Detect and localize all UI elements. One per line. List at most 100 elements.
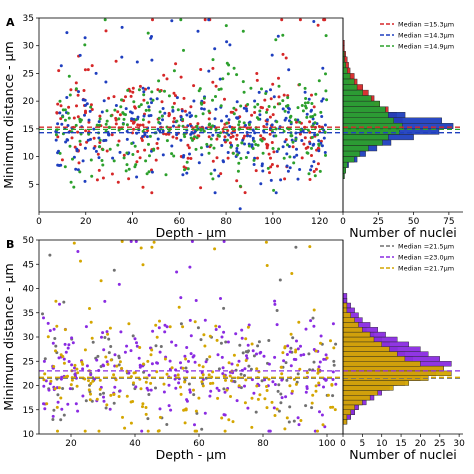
scatter-point <box>252 391 256 395</box>
scatter-point <box>246 103 250 106</box>
scatter-point <box>307 172 311 176</box>
scatter-point <box>84 129 88 133</box>
scatter-point <box>202 333 206 337</box>
scatter-point <box>189 352 193 356</box>
scatter-point <box>205 142 209 146</box>
scatter-point <box>288 350 292 354</box>
scatter-point <box>317 79 321 83</box>
scatter-point <box>267 152 271 156</box>
scatter-point <box>331 394 335 398</box>
scatter-point <box>167 132 171 136</box>
scatter-point <box>277 409 281 413</box>
scatter-point <box>59 117 63 121</box>
scatter-point <box>311 316 315 320</box>
scatter-point <box>77 161 81 165</box>
scatter-point <box>304 327 308 331</box>
scatter-point <box>52 327 56 331</box>
scatter-point <box>125 344 129 348</box>
scatter-point <box>81 362 85 366</box>
scatter-point <box>265 142 269 146</box>
scatter-point <box>67 360 71 363</box>
scatter-point <box>146 429 150 433</box>
scatter-point <box>102 348 106 352</box>
scatter-point <box>225 40 229 44</box>
scatter-point <box>250 143 254 147</box>
scatter-point <box>227 418 231 422</box>
scatter-point <box>212 146 216 150</box>
scatter-point <box>56 429 59 433</box>
scatter-point <box>235 100 239 104</box>
scatter-point <box>75 384 79 388</box>
scatter-point <box>89 320 93 324</box>
hist-x-tick-label: 0 <box>340 439 346 449</box>
scatter-point <box>174 62 178 66</box>
scatter-point <box>211 98 214 102</box>
scatter-point <box>48 382 52 386</box>
scatter-point <box>98 114 102 118</box>
scatter-point <box>61 355 65 358</box>
scatter-point <box>138 156 142 160</box>
scatter-point <box>179 392 183 396</box>
scatter-point <box>75 104 78 108</box>
scatter-point <box>314 384 318 388</box>
scatter-point <box>143 133 147 137</box>
scatter-point <box>256 156 259 160</box>
scatter-point <box>305 115 309 119</box>
legend-entry: Median =15.3µm <box>398 20 454 28</box>
scatter-point <box>312 170 316 173</box>
scatter-point <box>321 423 325 427</box>
scatter-point <box>139 103 143 107</box>
scatter-point <box>102 364 106 368</box>
scatter-point <box>74 167 78 171</box>
scatter-point <box>60 375 64 379</box>
scatter-point <box>74 123 78 127</box>
scatter-point <box>63 108 67 112</box>
scatter-point <box>159 345 163 348</box>
scatter-point <box>156 88 160 92</box>
scatter-point <box>308 120 312 124</box>
scatter-point <box>87 132 91 136</box>
scatter-point <box>244 359 248 362</box>
scatter-point <box>55 405 59 409</box>
scatter-point <box>66 124 70 127</box>
scatter-point <box>163 89 166 93</box>
scatter-point <box>199 68 203 71</box>
scatter-point <box>272 150 276 154</box>
scatter-point <box>185 399 189 403</box>
scatter-point <box>273 414 277 417</box>
scatter-point <box>246 406 250 410</box>
scatter-point <box>114 118 118 122</box>
y-tick-label: 15 <box>23 125 34 135</box>
scatter-point <box>284 138 288 142</box>
scatter-point <box>170 152 174 156</box>
scatter-point <box>174 94 177 98</box>
scatter-point <box>67 130 71 134</box>
scatter-point <box>322 385 325 389</box>
scatter-point <box>157 116 161 120</box>
scatter-point <box>105 119 109 123</box>
scatter-point <box>90 174 94 178</box>
scatter-point <box>51 418 55 421</box>
scatter-point <box>236 144 240 147</box>
scatter-point <box>112 95 116 99</box>
scatter-point <box>126 88 130 92</box>
scatter-point <box>286 96 290 100</box>
scatter-point <box>148 134 152 138</box>
x-tick-label: 80 <box>220 217 232 227</box>
scatter-point <box>226 151 230 154</box>
scatter-point <box>282 156 286 160</box>
scatter-point <box>314 167 318 171</box>
scatter-point <box>217 389 221 392</box>
scatter-point <box>316 429 319 433</box>
histogram-bar <box>342 370 452 376</box>
y-tick-label: 30 <box>23 42 35 52</box>
scatter-point <box>181 325 185 329</box>
scatter-point <box>100 159 104 162</box>
scatter-point <box>87 379 90 383</box>
scatter-point <box>289 332 293 336</box>
scatter-point <box>61 115 65 119</box>
scatter-point <box>97 168 101 172</box>
scatter-point <box>57 356 61 360</box>
scatter-point <box>312 324 316 328</box>
scatter-point <box>113 108 117 112</box>
